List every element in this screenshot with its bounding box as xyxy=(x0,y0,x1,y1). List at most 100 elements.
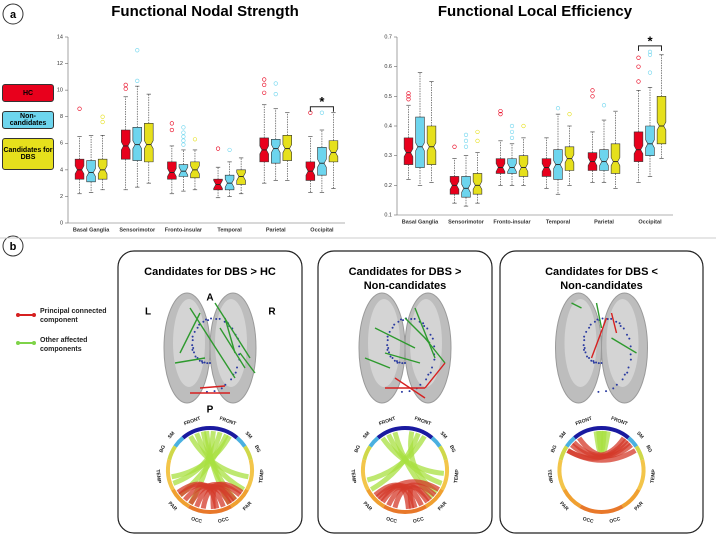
x-tick-label: Temporal xyxy=(217,227,242,233)
chord-arc xyxy=(565,436,576,448)
box xyxy=(495,158,506,174)
outlier xyxy=(100,114,105,119)
box xyxy=(645,125,655,156)
brain-node xyxy=(619,325,622,328)
brain-edge-other xyxy=(179,312,201,354)
chord-arc xyxy=(557,459,567,491)
chord-arc xyxy=(209,504,232,514)
brain-node xyxy=(585,330,588,333)
chord-arc xyxy=(235,436,247,448)
outlier xyxy=(498,112,503,117)
y-tick-label: 8 xyxy=(60,114,63,120)
y-tick-label: 0.6 xyxy=(384,64,392,70)
outlier xyxy=(181,138,186,143)
brain-node xyxy=(425,378,428,381)
significance-bracket xyxy=(638,45,662,51)
outlier xyxy=(521,123,526,129)
box xyxy=(224,174,235,191)
chord-arc xyxy=(579,504,602,514)
chord-label: TEMP xyxy=(349,469,357,484)
y-tick-label: 0.3 xyxy=(384,153,392,159)
brain-node xyxy=(427,373,430,376)
box xyxy=(317,146,327,176)
brain-node xyxy=(612,387,615,390)
outlier xyxy=(181,130,186,135)
brain-node xyxy=(583,347,586,349)
brain-node xyxy=(626,371,629,374)
outlier xyxy=(590,94,595,99)
outlier xyxy=(135,48,140,53)
brain-node xyxy=(192,347,195,349)
legend-node xyxy=(32,341,36,345)
chord-label: SM xyxy=(244,431,253,441)
outlier xyxy=(509,135,515,140)
x-tick-label: Basal Ganglia xyxy=(402,219,439,225)
legend-hc: HC xyxy=(2,84,54,102)
brain-node xyxy=(433,358,436,361)
chord-arc xyxy=(558,445,569,461)
brain-shade xyxy=(564,299,597,387)
brain-edge-other xyxy=(224,317,236,354)
outlier xyxy=(406,91,411,96)
chord-label: BG xyxy=(550,444,559,453)
chord-label: BG xyxy=(354,444,363,453)
x-tick-label: Parietal xyxy=(266,227,286,233)
brain-edge-other xyxy=(404,317,431,344)
chord-arc xyxy=(424,488,444,509)
brain-node xyxy=(191,344,194,347)
chord-label: SM xyxy=(167,431,176,441)
box xyxy=(121,129,131,160)
brain-edge-principal xyxy=(424,362,446,389)
box xyxy=(144,123,154,163)
brain-edge-other xyxy=(374,327,416,349)
brain-node xyxy=(395,360,398,363)
brain-node xyxy=(596,318,599,321)
brain-node xyxy=(234,371,237,374)
brain-node xyxy=(431,366,434,369)
brain-node xyxy=(582,348,585,351)
y-tick-label: 12 xyxy=(57,61,63,67)
box xyxy=(167,161,177,180)
brain-edge-other xyxy=(219,327,246,369)
brain-node xyxy=(588,326,591,329)
chord-label: PAR xyxy=(558,501,570,513)
box xyxy=(656,96,667,145)
chord-label: PAR xyxy=(633,500,645,512)
chord-arc xyxy=(173,436,185,448)
x-tick-label: Parietal xyxy=(594,219,614,225)
brain-node xyxy=(198,359,201,362)
chord-arc xyxy=(440,459,449,491)
y-tick-label: 14 xyxy=(57,34,63,40)
brain-node xyxy=(391,326,394,329)
chord-label: TEMP xyxy=(154,469,162,484)
box xyxy=(236,169,246,185)
chord-other xyxy=(366,434,427,483)
chord-label: SM xyxy=(635,431,644,441)
legend-node xyxy=(16,313,20,317)
brain-node xyxy=(387,351,390,354)
box xyxy=(426,125,437,165)
outlier xyxy=(100,119,105,125)
brain-shade xyxy=(606,299,639,387)
brain-node xyxy=(610,317,613,320)
outlier xyxy=(475,138,480,143)
chord-principal xyxy=(407,485,430,509)
y-tick-label: 0.5 xyxy=(384,94,392,100)
brain-node xyxy=(627,366,630,369)
box xyxy=(271,139,281,164)
y-tick-label: 6 xyxy=(60,141,63,147)
outlier xyxy=(123,82,128,87)
brain-node xyxy=(191,335,194,338)
brain-node xyxy=(601,317,604,320)
box xyxy=(86,160,96,183)
box xyxy=(461,176,471,198)
brain-edge-other xyxy=(384,352,421,364)
panel-label-circle xyxy=(2,235,24,257)
chord-principal xyxy=(378,479,441,502)
outlier xyxy=(636,55,641,60)
chord-label: PAR xyxy=(167,501,179,513)
brain-node xyxy=(622,327,625,330)
brain-edge-other xyxy=(611,337,637,354)
outlier xyxy=(406,94,411,99)
outlier xyxy=(123,86,128,91)
